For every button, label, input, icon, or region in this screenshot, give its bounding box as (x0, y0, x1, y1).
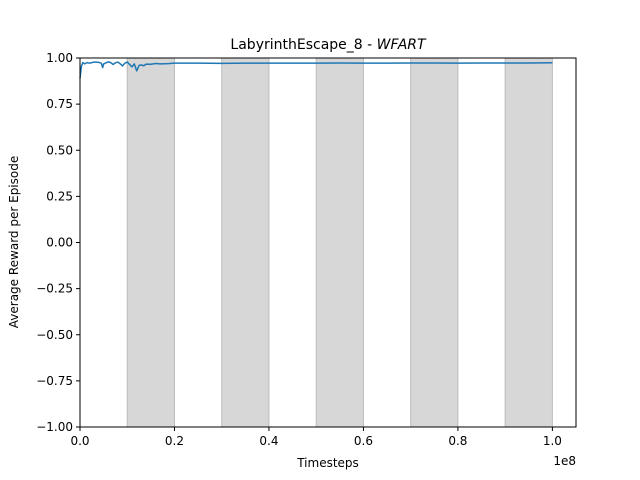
y-tick-label: 0.25 (46, 189, 73, 203)
y-tick-label: 0.00 (46, 236, 73, 250)
x-tick-label: 0.8 (448, 434, 467, 448)
y-tick-label: 0.75 (46, 97, 73, 111)
y-axis-ticks: −1.00 −0.75 −0.50 −0.25 0.00 0.25 0.50 0.75 1.00 (36, 51, 80, 434)
chart-title-main: LabyrinthEscape_8 - (230, 37, 376, 53)
y-tick-label: −0.50 (36, 328, 73, 342)
shaded-region (410, 57, 459, 428)
shaded-region (221, 57, 270, 428)
x-axis-offset-label: 1e8 (553, 454, 576, 468)
series-lines (79, 61, 553, 79)
series-line (79, 61, 553, 79)
x-tick-label: 0.0 (70, 434, 89, 448)
shaded-region (126, 57, 175, 428)
y-tick-label: 0.50 (46, 143, 73, 157)
x-axis-ticks: 0.0 0.2 0.4 0.6 0.8 1.0 (70, 427, 562, 448)
x-axis-label: Timesteps (296, 456, 359, 470)
shaded-region (504, 57, 553, 428)
y-tick-label: 1.00 (46, 51, 73, 65)
y-tick-label: −0.75 (36, 374, 73, 388)
y-tick-label: −0.25 (36, 282, 73, 296)
y-tick-label: −1.00 (36, 420, 73, 434)
shaded-region (315, 57, 364, 428)
shaded-regions (126, 57, 553, 428)
y-axis-label: Average Reward per Episode (7, 156, 21, 328)
x-tick-label: 1.0 (543, 434, 562, 448)
chart-title: LabyrinthEscape_8 - WFART (230, 37, 427, 53)
x-tick-label: 0.2 (165, 434, 184, 448)
x-tick-label: 0.4 (259, 434, 278, 448)
x-tick-label: 0.6 (354, 434, 373, 448)
chart-title-italic: WFART (377, 37, 427, 53)
